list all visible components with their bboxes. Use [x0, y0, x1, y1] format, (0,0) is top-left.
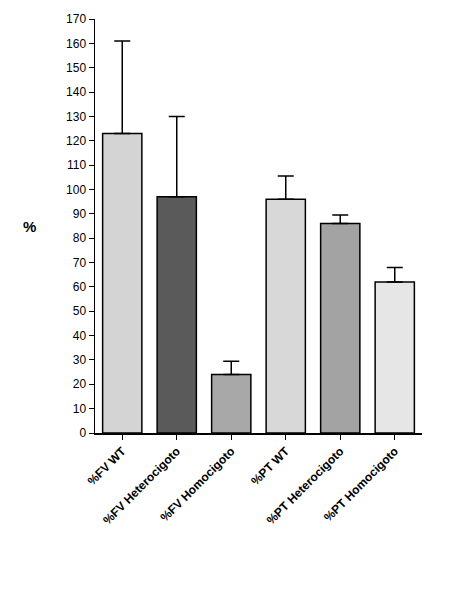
- svg-text:10: 10: [73, 402, 87, 416]
- svg-text:0: 0: [79, 426, 86, 440]
- svg-text:100: 100: [66, 183, 86, 197]
- svg-text:50: 50: [73, 304, 87, 318]
- svg-text:%FV Homocigoto: %FV Homocigoto: [157, 444, 237, 524]
- svg-text:110: 110: [67, 158, 86, 172]
- svg-text:90: 90: [73, 207, 87, 221]
- svg-text:%PT WT: %PT WT: [248, 444, 292, 488]
- svg-text:%PT Heterocigoto: %PT Heterocigoto: [264, 444, 347, 527]
- svg-text:%FV WT: %FV WT: [85, 444, 129, 488]
- svg-text:30: 30: [73, 353, 87, 367]
- svg-text:60: 60: [73, 280, 87, 294]
- svg-text:170: 170: [66, 12, 86, 26]
- svg-text:80: 80: [73, 231, 87, 245]
- svg-text:%: %: [23, 218, 36, 235]
- svg-text:%FV Heterocigoto: %FV Heterocigoto: [100, 444, 183, 527]
- svg-text:130: 130: [66, 110, 86, 124]
- svg-text:150: 150: [66, 61, 86, 75]
- svg-text:20: 20: [73, 377, 87, 391]
- svg-text:70: 70: [73, 256, 87, 270]
- svg-text:120: 120: [66, 134, 86, 148]
- svg-text:%PT Homocigoto: %PT Homocigoto: [321, 444, 401, 524]
- svg-text:160: 160: [66, 37, 86, 51]
- svg-text:140: 140: [66, 85, 86, 99]
- svg-text:40: 40: [73, 329, 87, 343]
